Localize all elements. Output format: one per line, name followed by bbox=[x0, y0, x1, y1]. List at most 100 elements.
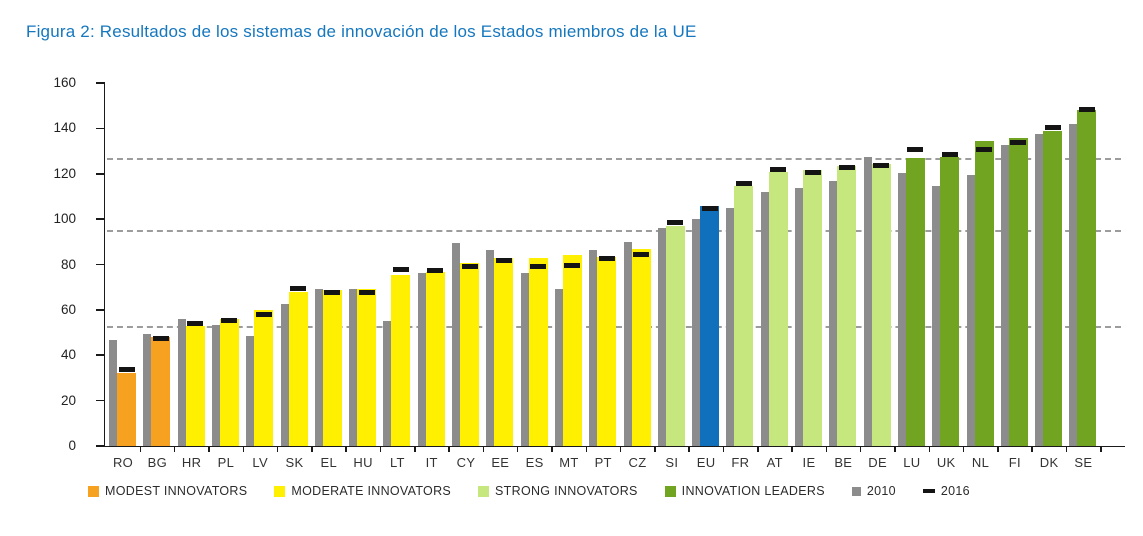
x-axis-label-nl: NL bbox=[971, 455, 990, 470]
x-axis-tick-mark bbox=[208, 446, 210, 452]
y-axis-tick-label: 100 bbox=[53, 211, 76, 227]
dash-2016-el bbox=[324, 289, 341, 295]
x-axis-label-ie: IE bbox=[802, 455, 816, 470]
bar-score-fr bbox=[734, 185, 754, 446]
bar-score-se bbox=[1077, 109, 1097, 446]
bar-score-ie bbox=[803, 169, 822, 446]
dash-2016-es bbox=[530, 264, 547, 270]
bar-2010-el bbox=[314, 289, 323, 446]
chart-legend: MODEST INNOVATORS MODERATE INNOVATORS STRO… bbox=[88, 484, 970, 498]
legend-swatch-y2010-icon bbox=[851, 486, 861, 496]
country-group-lu: LU bbox=[897, 83, 925, 470]
bar-score-it bbox=[425, 271, 445, 446]
x-axis-label-lu: LU bbox=[903, 455, 921, 470]
country-group-pt: PT bbox=[589, 83, 617, 470]
country-group-eu: EU bbox=[692, 83, 720, 470]
bar-score-hr bbox=[185, 326, 205, 446]
threshold-dashed-line bbox=[107, 230, 1121, 232]
y-axis-tick-label: 60 bbox=[60, 301, 76, 317]
country-group-fi: FI bbox=[1000, 83, 1028, 470]
x-axis-tick-mark bbox=[894, 446, 896, 452]
bar-2010-fr bbox=[726, 208, 735, 446]
x-axis-label-lv: LV bbox=[252, 455, 268, 470]
bar-score-bg bbox=[151, 337, 171, 446]
x-axis-tick-mark bbox=[516, 446, 519, 452]
x-axis-label-hr: HR bbox=[181, 455, 202, 470]
bar-score-uk bbox=[940, 156, 960, 446]
y-axis-tick-label: 80 bbox=[60, 256, 76, 272]
y-axis-tick-label: 0 bbox=[68, 438, 76, 453]
bar-2010-cy bbox=[452, 242, 460, 446]
legend-swatch-moderate-icon bbox=[274, 485, 286, 497]
bar-2010-fi bbox=[1000, 144, 1009, 446]
country-group-ie: IE bbox=[795, 83, 822, 470]
legend-label-moderate: MODERATE INNOVATORS bbox=[291, 484, 452, 498]
bar-score-el bbox=[322, 289, 342, 446]
bar-2010-ie bbox=[795, 188, 803, 446]
y-axis-tick-label: 120 bbox=[53, 165, 76, 181]
x-axis-label-pt: PT bbox=[594, 455, 612, 470]
dash-2016-mt bbox=[564, 262, 581, 268]
dash-2016-ee bbox=[495, 257, 512, 263]
y-axis-tick-mark bbox=[96, 309, 105, 311]
x-axis-tick-mark bbox=[1100, 446, 1102, 452]
y-axis-tick-label: 140 bbox=[53, 120, 76, 136]
legend-label-strong: STRONG INNOVATORS bbox=[495, 484, 638, 498]
bar-score-pl bbox=[219, 318, 239, 446]
y-axis-tick-mark bbox=[96, 127, 105, 130]
dash-2016-nl bbox=[976, 147, 992, 153]
legend-label-modest: MODEST INNOVATORS bbox=[105, 484, 248, 498]
legend-swatch-leader-icon bbox=[664, 485, 676, 497]
bar-score-ee bbox=[494, 257, 514, 446]
country-group-de: DE bbox=[863, 83, 891, 470]
bar-2010-hu bbox=[349, 288, 358, 446]
x-axis-label-se: SE bbox=[1074, 455, 1093, 470]
x-axis-tick-mark bbox=[791, 446, 793, 452]
bar-2010-eu bbox=[692, 219, 701, 446]
x-axis-label-ee: EE bbox=[491, 455, 510, 470]
bar-score-lu bbox=[905, 158, 925, 446]
legend-label-y2016: 2016 bbox=[940, 484, 970, 498]
dash-2016-ie bbox=[804, 169, 821, 175]
country-group-se: SE bbox=[1069, 83, 1097, 470]
x-axis-label-hu: HU bbox=[353, 455, 373, 470]
bar-score-de bbox=[871, 163, 891, 446]
bar-2010-uk bbox=[932, 186, 941, 446]
x-axis-tick-mark bbox=[448, 446, 450, 452]
bar-2010-be bbox=[829, 181, 838, 446]
x-axis-tick-mark bbox=[619, 446, 622, 452]
x-axis-tick-mark bbox=[551, 446, 553, 452]
x-axis-tick-mark bbox=[1031, 446, 1033, 452]
x-axis-tick-mark bbox=[1065, 446, 1068, 452]
bar-2010-se bbox=[1069, 124, 1078, 446]
country-group-at: AT bbox=[760, 83, 788, 470]
legend-item-strong: STRONG INNOVATORS bbox=[478, 484, 638, 498]
country-group-be: BE bbox=[829, 83, 857, 470]
country-group-lv: LV bbox=[246, 83, 274, 470]
legend-swatch-modest-icon bbox=[88, 485, 99, 497]
x-axis-tick-mark bbox=[414, 446, 416, 452]
x-axis-tick-mark bbox=[654, 446, 656, 452]
x-axis-tick-mark bbox=[962, 446, 965, 452]
x-axis-label-de: DE bbox=[868, 455, 887, 470]
x-axis-tick-mark bbox=[242, 446, 245, 452]
x-axis-label-bg: BG bbox=[147, 455, 167, 470]
country-group-sk: SK bbox=[280, 83, 308, 470]
dash-2016-pl bbox=[221, 318, 238, 324]
x-axis-tick-mark bbox=[859, 446, 862, 452]
x-axis-label-si: SI bbox=[665, 455, 679, 470]
dash-2016-sk bbox=[290, 286, 306, 292]
threshold-dashed-line bbox=[107, 158, 1121, 161]
dash-2016-at bbox=[770, 166, 787, 172]
country-group-uk: UK bbox=[932, 83, 960, 470]
y-axis-tick-mark bbox=[96, 172, 105, 175]
country-group-cz: CZ bbox=[623, 83, 651, 470]
country-group-es: ES bbox=[520, 83, 548, 470]
legend-swatch-strong-icon bbox=[478, 485, 490, 497]
legend-swatch-y2016-icon bbox=[922, 489, 935, 493]
x-axis-label-mt: MT bbox=[559, 455, 579, 470]
bar-2010-nl bbox=[966, 175, 975, 446]
x-axis-label-fr: FR bbox=[731, 455, 750, 470]
country-group-fr: FR bbox=[726, 83, 754, 470]
bar-score-es bbox=[528, 257, 548, 446]
